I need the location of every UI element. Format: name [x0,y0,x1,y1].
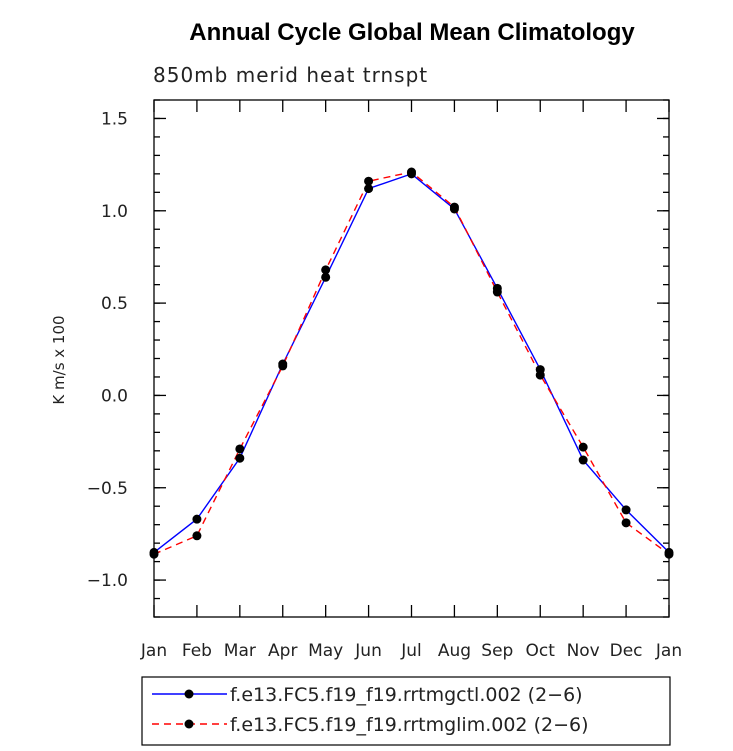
y-tick-labels: 1.5 1.0 0.5 0.0 −0.5 −1.0 [87,109,128,591]
data-point [192,514,202,524]
data-point [407,167,416,177]
y-tick-label: −1.0 [87,571,128,591]
x-tick-label: Dec [610,641,643,661]
data-point [578,455,588,465]
data-point [621,518,631,528]
x-tick-label: Sep [481,641,513,661]
y-tick-label: 1.5 [101,109,128,129]
data-point [235,453,245,463]
chart-subtitle: 850mb merid heat trnspt [153,63,428,87]
x-tick-label: Mar [224,641,256,661]
series-line-0 [153,173,670,553]
data-point [449,202,459,212]
data-point [278,361,288,371]
legend-label-lim: f.e13.FC5.f19_f19.rrtmglim.002 (2−6) [230,714,589,736]
x-tick-label: Jun [354,641,382,661]
data-point [192,531,202,541]
x-tick-label: May [308,641,343,661]
legend-box [141,676,671,746]
x-tick-labels: Jan Feb Mar Apr May Jun Jul Aug Sep Oct Nov Dec Jan [140,641,682,661]
legend-marker-ctl [184,689,194,699]
x-tick-label: Aug [438,641,471,661]
data-point [321,265,331,275]
x-tick-label: Jan [140,641,167,661]
data-point [492,287,502,297]
x-tick-label: Oct [526,641,556,661]
x-tick-label: Jan [655,641,682,661]
data-point [364,176,374,186]
data-point [364,184,374,194]
data-point [621,505,631,515]
data-point [235,444,245,454]
x-tick-label: Apr [268,641,297,661]
y-tick-label: 0.5 [101,294,128,314]
series-points [149,167,674,559]
legend-label-ctl: f.e13.FC5.f19_f19.rrtmgctl.002 (2−6) [230,684,583,706]
x-tick-label: Nov [567,641,600,661]
axis-ticks [153,99,670,618]
data-point [578,442,588,452]
data-point [535,370,545,380]
data-point [321,272,331,282]
legend: f.e13.FC5.f19_f19.rrtmgctl.002 (2−6) f.e… [141,676,671,746]
y-tick-label: 0.0 [101,386,128,406]
y-axis-label: K m/s x 100 [50,315,68,404]
series-line-1 [153,171,670,555]
y-tick-label: 1.0 [101,202,128,222]
data-point [149,549,159,559]
data-point [664,549,674,559]
x-tick-label: Feb [182,641,212,661]
x-tick-label: Jul [400,641,422,661]
legend-marker-lim [184,719,194,729]
y-tick-label: −0.5 [87,479,128,499]
series-lines [153,171,670,555]
chart-title: Annual Cycle Global Mean Climatology [189,19,635,46]
